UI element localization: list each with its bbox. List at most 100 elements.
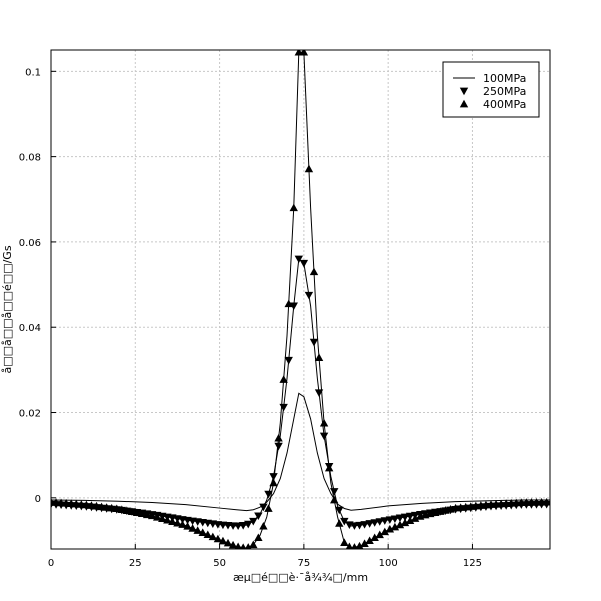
- data-point: [351, 543, 358, 549]
- series-400MPa: [51, 50, 550, 549]
- data-point: [274, 433, 283, 442]
- data-point: [330, 495, 339, 504]
- data-point: [234, 542, 242, 549]
- x-tick-label: 100: [379, 558, 398, 569]
- data-point: [375, 518, 384, 526]
- data-point: [92, 501, 101, 510]
- data-point: [390, 515, 400, 524]
- data-point: [67, 499, 76, 507]
- y-tick-label: 0.04: [19, 323, 41, 334]
- data-point: [178, 520, 187, 528]
- legend-entry: 250MPa: [459, 85, 526, 98]
- data-point: [309, 267, 319, 276]
- data-point: [375, 530, 384, 539]
- data-point: [223, 538, 233, 547]
- data-point: [240, 543, 247, 549]
- data-point: [102, 503, 111, 511]
- data-point: [319, 432, 329, 441]
- data-point: [127, 507, 137, 515]
- data-point: [360, 521, 369, 529]
- data-point: [370, 533, 379, 542]
- legend-label: 400MPa: [483, 98, 526, 111]
- data-point: [82, 500, 91, 509]
- data-point: [244, 520, 253, 529]
- y-tick-label: 0.08: [19, 153, 41, 164]
- data-point: [385, 524, 395, 533]
- data-point: [153, 513, 162, 521]
- data-point: [198, 528, 207, 536]
- data-point: [142, 510, 152, 519]
- data-point: [254, 533, 263, 542]
- data-point: [410, 514, 420, 522]
- data-point: [289, 302, 298, 311]
- data-point: [284, 299, 293, 308]
- data-point: [324, 463, 334, 472]
- data-point: [289, 203, 298, 212]
- data-point: [72, 499, 81, 508]
- data-point: [274, 442, 283, 451]
- x-axis-label: æµ□é□□è·¯å¾¾□/mm: [233, 571, 368, 584]
- data-point: [238, 522, 248, 530]
- data-point: [259, 503, 268, 512]
- data-point: [365, 536, 374, 545]
- data-point: [203, 530, 212, 539]
- data-point: [213, 534, 223, 543]
- data-point: [137, 509, 147, 518]
- data-point: [385, 516, 395, 524]
- data-point: [304, 164, 314, 173]
- data-point: [208, 532, 218, 541]
- data-point: [264, 504, 273, 512]
- data-point: [370, 519, 379, 527]
- data-point: [97, 502, 106, 511]
- data-point: [249, 540, 258, 549]
- data-point: [299, 50, 309, 56]
- series-line: [51, 392, 550, 512]
- data-point: [405, 516, 415, 525]
- data-point: [249, 517, 258, 526]
- data-point: [269, 478, 278, 487]
- data-point: [122, 506, 132, 514]
- data-point: [168, 517, 177, 525]
- data-point: [395, 514, 405, 523]
- y-tick-label: 0.02: [19, 409, 41, 420]
- tick-layer: 0 25 50 75 100 125 0 0.02 0.04 0.06 0.08 0.1: [19, 67, 482, 569]
- legend-entry: 400MPa: [459, 98, 526, 111]
- data-point: [279, 375, 288, 383]
- data-point: [163, 515, 172, 524]
- data-point: [400, 518, 410, 527]
- data-point: [77, 500, 86, 508]
- data-point: [365, 520, 374, 528]
- legend-swatch: [459, 99, 469, 108]
- x-tick-label: 50: [213, 558, 226, 569]
- data-point: [147, 511, 157, 520]
- data-point: [233, 522, 243, 531]
- grid: [51, 50, 550, 549]
- data-point: [87, 501, 96, 509]
- data-point: [340, 538, 349, 546]
- data-point: [56, 498, 66, 507]
- legend-box: [442, 61, 540, 118]
- data-point: [304, 291, 314, 300]
- data-point: [51, 498, 61, 506]
- legend-swatch: [459, 87, 469, 96]
- data-point: [254, 512, 263, 521]
- y-tick-label: 0: [35, 494, 41, 505]
- y-tick-label: 0.1: [25, 67, 41, 78]
- data-point: [112, 504, 121, 513]
- data-point: [335, 506, 344, 515]
- data-point: [259, 521, 268, 530]
- y-axis-label: å□□å□□å□□é□□/Gs: [1, 245, 14, 373]
- data-point: [228, 540, 238, 549]
- plot-frame: [50, 49, 551, 550]
- data-point: [350, 522, 359, 530]
- data-point: [400, 513, 410, 522]
- x-tick-label: 25: [129, 558, 142, 569]
- data-point: [395, 520, 405, 529]
- data-point: [380, 517, 389, 525]
- data-point: [299, 259, 309, 268]
- legend-label: 100MPa: [483, 72, 526, 85]
- data-point: [355, 521, 364, 530]
- data-point: [218, 536, 228, 545]
